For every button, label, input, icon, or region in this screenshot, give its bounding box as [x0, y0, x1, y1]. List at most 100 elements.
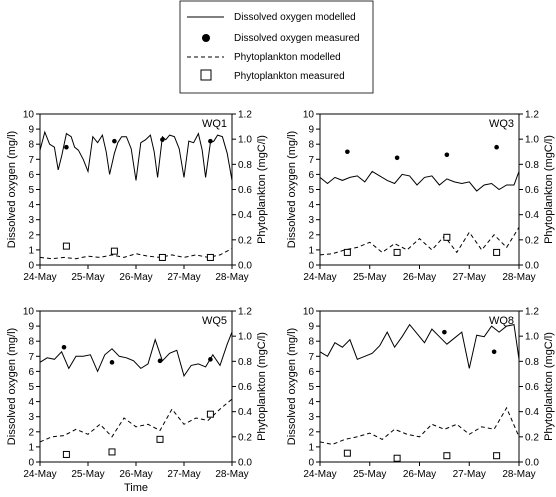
plot-frame: [319, 113, 520, 266]
y-left-tick-label: 7: [28, 155, 34, 166]
y-left-tick-label: 0: [308, 458, 314, 469]
series-line-phyto-modelled: [39, 398, 233, 443]
data-point-phyto-measured: [493, 248, 501, 256]
y-left-tick-label: 3: [28, 215, 34, 226]
legend-label-phyto-measured: Phytoplankton measured: [234, 71, 345, 82]
series-line-phyto-modelled: [319, 227, 520, 256]
data-point-do-measured: [64, 144, 69, 150]
y-left-tick-label: 6: [28, 367, 34, 378]
x-tick-label: 28-May: [215, 272, 248, 283]
data-point-phyto-measured: [343, 248, 351, 256]
data-point-phyto-measured: [62, 450, 70, 458]
y-right-tick-label: 0.6: [238, 185, 252, 196]
y-left-tick-label: 5: [28, 185, 34, 196]
legend-box: [179, 0, 374, 94]
x-tick-label: 24-May: [303, 272, 336, 283]
data-point-phyto-measured: [393, 248, 401, 256]
y-left-tick-label: 2: [28, 230, 34, 241]
y-left-tick-label: 0: [28, 261, 34, 272]
data-point-phyto-measured: [393, 454, 401, 462]
y-left-tick-label: 2: [308, 230, 314, 241]
series-line-do-modelled: [319, 170, 520, 192]
y-right-tick-label: 1.0: [525, 332, 539, 343]
data-point-do-measured: [491, 349, 497, 355]
y-right-tick-label: 1.2: [238, 307, 252, 318]
y-left-tick-label: 10: [23, 110, 35, 121]
x-tick-label: 24-May: [23, 272, 56, 283]
y-left-tick-label: 7: [28, 352, 34, 363]
y-right-tick-label: 1.0: [238, 332, 252, 343]
x-tick-label: 27-May: [453, 272, 486, 283]
y-left-tick-label: 9: [28, 125, 34, 136]
y-right-tick-label: 0.0: [238, 458, 252, 469]
legend-label-do-modelled: Dissolved oxygen modelled: [234, 12, 356, 23]
y-right-tick-label: 0.4: [525, 407, 539, 418]
data-point-phyto-measured: [110, 247, 118, 255]
series-line-do-modelled: [39, 130, 233, 181]
y-left-tick-label: 7: [308, 155, 314, 166]
y-right-tick-label: 1.0: [525, 135, 539, 146]
data-point-do-measured: [494, 144, 499, 150]
x-tick-label: 26-May: [403, 469, 436, 480]
data-point-do-measured: [109, 360, 115, 365]
data-point-do-measured: [208, 357, 213, 362]
chart-panel-wq8: 0 1 2 3 4 5 6 7 8 9 10 0.0 0.2 0.4 0.6 0.8 1.0 1.2 24-May 2…: [286, 307, 555, 481]
y-left-tick-label: 7: [308, 352, 314, 363]
x-tick-label: 27-May: [453, 469, 486, 480]
y-right-tick-label: 0.6: [238, 382, 252, 393]
panel-label: WQ1: [202, 118, 227, 130]
data-point-phyto-measured: [206, 410, 214, 418]
y-left-tick-label: 6: [308, 367, 314, 378]
chart-panel-wq3: 0 1 2 3 4 5 6 7 8 9 10 0.0 0.2 0.4 0.6 0.8 1.0 1.2 24-May 2…: [286, 110, 555, 284]
x-tick-label: 25-May: [353, 469, 386, 480]
x-tick-label: 26-May: [119, 469, 152, 480]
y-left-tick-label: 8: [28, 337, 34, 348]
legend-label-do-measured: Dissolved oxygen measured: [234, 33, 360, 44]
y-right-tick-label: 0.2: [238, 432, 252, 443]
series-line-phyto-modelled: [319, 406, 520, 445]
x-axis-title: Time: [124, 482, 148, 494]
y-left-axis-title: Dissolved oxygen (mg/l): [6, 328, 18, 445]
data-point-phyto-measured: [158, 253, 166, 261]
x-tick-label: 25-May: [71, 469, 104, 480]
legend-label-phyto-modelled: Phytoplankton modelled: [234, 52, 341, 63]
y-left-axis-title: Dissolved oxygen (mg/l): [286, 328, 298, 445]
y-right-tick-label: 1.2: [238, 110, 252, 121]
panel-label: WQ8: [489, 315, 514, 327]
y-right-tick-label: 0.8: [238, 357, 252, 368]
y-left-tick-label: 9: [308, 322, 314, 333]
y-right-tick-label: 1.2: [525, 307, 539, 318]
data-point-phyto-measured: [206, 253, 214, 261]
y-left-tick-label: 1: [308, 442, 314, 453]
data-point-phyto-measured: [343, 449, 351, 457]
legend: Dissolved oxygen modelled Dissolved oxyg…: [179, 0, 374, 94]
y-left-tick-label: 3: [308, 412, 314, 423]
y-right-tick-label: 0.8: [238, 160, 252, 171]
y-left-tick-label: 3: [28, 412, 34, 423]
y-left-tick-label: 8: [308, 337, 314, 348]
y-right-tick-label: 0.4: [525, 210, 539, 221]
data-point-do-measured: [112, 138, 117, 144]
y-left-tick-label: 9: [308, 125, 314, 136]
y-left-tick-label: 0: [28, 458, 34, 469]
x-tick-label: 28-May: [502, 272, 535, 283]
y-right-tick-label: 1.0: [238, 135, 252, 146]
y-right-tick-label: 0.4: [238, 407, 252, 418]
series-line-phyto-modelled: [39, 248, 233, 260]
plot-frame: [39, 113, 233, 266]
data-point-do-measured: [157, 358, 163, 364]
y-right-tick-label: 0.2: [525, 235, 539, 246]
legend-swatch-do-measured: [202, 34, 210, 42]
series-line-do-modelled: [319, 323, 520, 369]
y-left-tick-label: 5: [28, 382, 34, 393]
y-right-tick-label: 0.6: [525, 185, 539, 196]
y-left-tick-label: 2: [28, 427, 34, 438]
chart-panel-wq1: 0 1 2 3 4 5 6 7 8 9 10 0.0 0.2 0.4 0.6 0.8 1.0 1.2 24-May 2…: [6, 110, 268, 284]
data-point-phyto-measured: [443, 452, 451, 460]
plot-frame: [39, 310, 233, 463]
data-point-phyto-measured: [156, 435, 164, 443]
y-right-axis-title: Phytoplankton (mgC/l): [543, 332, 555, 441]
y-right-tick-label: 0.2: [525, 432, 539, 443]
x-tick-label: 28-May: [215, 469, 248, 480]
